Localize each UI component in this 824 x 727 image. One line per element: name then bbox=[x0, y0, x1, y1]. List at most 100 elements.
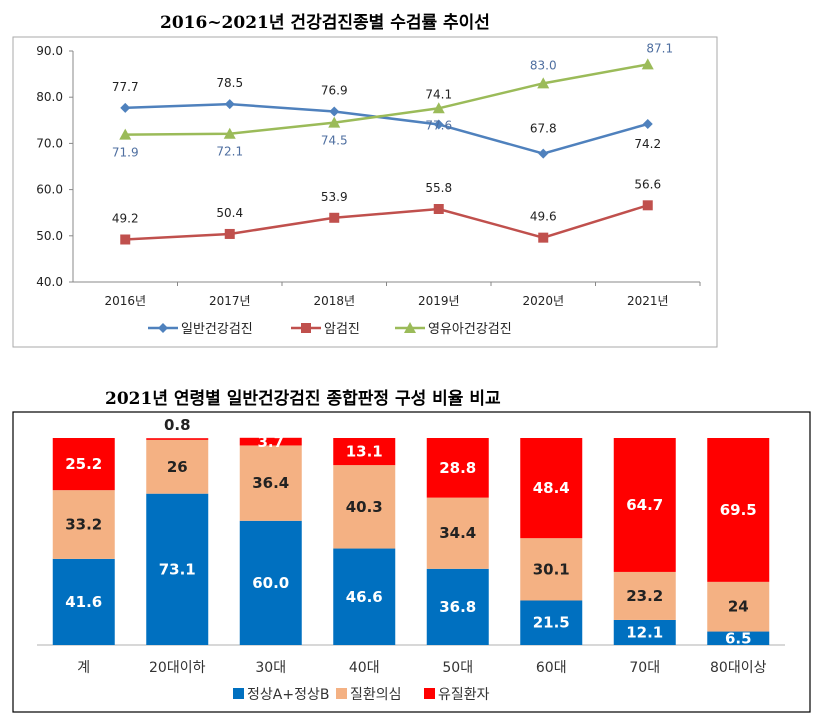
data-point bbox=[224, 99, 235, 110]
bar-label: 64.7 bbox=[626, 496, 663, 514]
data-label: 74.1 bbox=[425, 87, 452, 101]
x-tick-label: 20대이하 bbox=[149, 660, 206, 676]
bar-label: 48.4 bbox=[533, 479, 570, 497]
y-tick-label: 60.0 bbox=[36, 183, 63, 197]
x-tick-label: 30대 bbox=[255, 660, 286, 676]
data-point bbox=[537, 77, 550, 89]
bar-label: 0.8 bbox=[164, 416, 191, 434]
data-point bbox=[641, 58, 654, 70]
data-point bbox=[328, 116, 341, 128]
x-tick-label: 40대 bbox=[349, 660, 380, 676]
data-label: 78.5 bbox=[216, 76, 243, 90]
bar-label: 12.1 bbox=[626, 623, 663, 641]
bar-segment bbox=[426, 568, 489, 645]
data-point bbox=[120, 234, 131, 245]
bar-label: 41.6 bbox=[65, 593, 102, 611]
bar-label: 60.0 bbox=[252, 574, 289, 592]
chart2-title: 2021년 연령별 일반건강검진 종합판정 구성 비율 비교 bbox=[105, 389, 501, 409]
bar-segment bbox=[333, 465, 396, 549]
bar-segment bbox=[239, 445, 302, 521]
legend-label: 영유아건강검진 bbox=[428, 322, 512, 337]
bar-label: 69.5 bbox=[720, 501, 757, 519]
bar-segment bbox=[707, 581, 770, 632]
bar-segment bbox=[613, 619, 676, 645]
bar-label: 46.6 bbox=[346, 588, 383, 606]
x-tick-label: 2020년 bbox=[522, 294, 564, 308]
bar-segment bbox=[239, 437, 302, 446]
data-point bbox=[642, 118, 653, 129]
legend-label: 질환의심 bbox=[350, 687, 402, 703]
x-tick-label: 2017년 bbox=[209, 294, 251, 308]
legend-marker bbox=[301, 323, 311, 333]
data-point bbox=[433, 204, 444, 215]
x-tick-label: 계 bbox=[77, 660, 90, 676]
chart1-title: 2016~2021년 건강검진종별 수검률 추이선 bbox=[160, 13, 490, 33]
bar-segment bbox=[146, 439, 209, 494]
data-point bbox=[329, 106, 340, 117]
bar-label: 13.1 bbox=[346, 443, 383, 461]
data-label: 72.1 bbox=[216, 145, 243, 159]
data-point bbox=[329, 212, 340, 223]
bar-label: 36.8 bbox=[439, 598, 476, 616]
bar-segment bbox=[333, 548, 396, 645]
x-tick-label: 50대 bbox=[442, 660, 473, 676]
bar-segment bbox=[239, 520, 302, 645]
data-label: 83.0 bbox=[530, 58, 557, 72]
bar-label: 26 bbox=[167, 458, 188, 476]
bar-label: 23.2 bbox=[626, 587, 663, 605]
x-tick-label: 60대 bbox=[536, 660, 567, 676]
x-tick-label: 80대이상 bbox=[710, 660, 767, 676]
data-label: 49.6 bbox=[530, 210, 557, 224]
legend-label: 암검진 bbox=[324, 322, 360, 337]
bar-segment bbox=[52, 438, 115, 491]
data-point bbox=[223, 127, 236, 139]
data-label: 74.5 bbox=[321, 134, 348, 148]
x-tick-label: 2019년 bbox=[418, 294, 460, 308]
data-label: 53.9 bbox=[321, 190, 348, 204]
data-label: 67.8 bbox=[530, 122, 557, 136]
x-tick-label: 2021년 bbox=[627, 294, 669, 308]
bar-label: 40.3 bbox=[346, 498, 383, 516]
chart2-frame bbox=[12, 411, 811, 713]
bar-label: 6.5 bbox=[725, 629, 752, 647]
bar-segment bbox=[333, 438, 396, 466]
data-point bbox=[120, 102, 131, 113]
bar-segment bbox=[613, 571, 676, 620]
data-label: 74.2 bbox=[634, 137, 661, 151]
data-label: 77.6 bbox=[425, 118, 452, 132]
bar-label: 30.1 bbox=[533, 560, 570, 578]
bar-segment bbox=[52, 558, 115, 645]
data-label: 87.1 bbox=[646, 41, 673, 55]
data-label: 55.8 bbox=[425, 181, 452, 195]
bar-segment bbox=[520, 438, 583, 539]
data-label: 76.9 bbox=[321, 84, 348, 98]
data-point bbox=[224, 228, 235, 239]
bar-label: 34.4 bbox=[439, 524, 476, 542]
bar-segment bbox=[146, 493, 209, 645]
data-point bbox=[642, 200, 653, 211]
bar-segment bbox=[520, 538, 583, 601]
bar-label: 33.2 bbox=[65, 516, 102, 534]
series-line-1 bbox=[125, 204, 649, 241]
series-line-0 bbox=[125, 102, 649, 155]
legend-marker bbox=[158, 323, 168, 333]
bar-segment bbox=[707, 438, 770, 582]
bar-label: 73.1 bbox=[159, 560, 196, 578]
data-label: 71.9 bbox=[112, 146, 139, 160]
bar-label: 21.5 bbox=[533, 614, 570, 632]
series-line-2 bbox=[125, 63, 648, 136]
y-tick-label: 80.0 bbox=[36, 90, 63, 104]
bar-label: 3.7 bbox=[257, 433, 284, 451]
data-label: 77.7 bbox=[112, 80, 139, 94]
bar-segment bbox=[146, 438, 209, 440]
x-tick-label: 2018년 bbox=[313, 294, 355, 308]
y-tick-label: 90.0 bbox=[36, 44, 63, 58]
bar-label: 36.4 bbox=[252, 474, 289, 492]
data-point bbox=[433, 119, 444, 130]
data-label: 49.2 bbox=[112, 211, 139, 225]
legend-label: 정상A+정상B bbox=[247, 687, 329, 703]
data-point bbox=[432, 102, 445, 114]
y-tick-label: 40.0 bbox=[36, 275, 63, 289]
bar-segment bbox=[426, 497, 489, 569]
